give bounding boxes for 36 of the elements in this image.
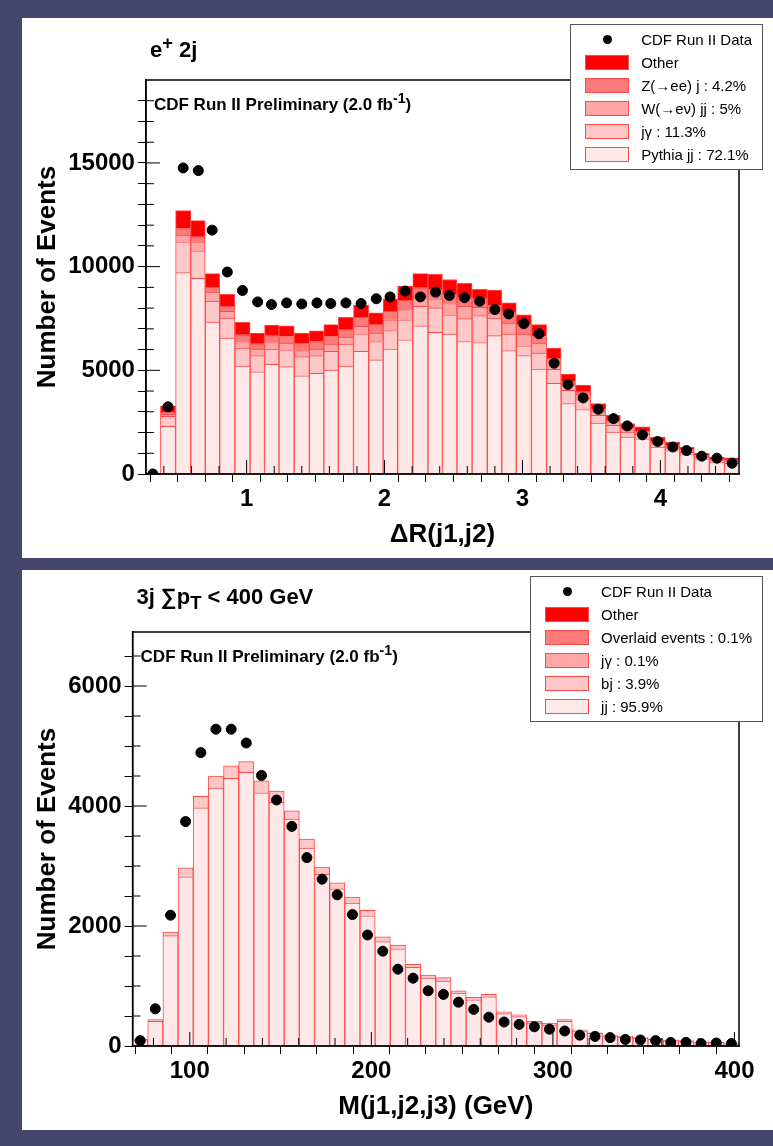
legend-label: CDF Run II Data [601,583,712,600]
annotation: CDF Run II Preliminary (2.0 fb$^{-1}$) [140,642,398,667]
y-tick-label: 4000 [68,790,122,818]
legend-label: W(→eν) jj : 5% [641,100,742,117]
legend-label: jγ : 11.3% [641,123,706,140]
y-tick-label: 2000 [68,910,122,938]
legend-label: jj : 95.9% [601,698,663,715]
legend-label: jγ : 0.1% [601,652,659,669]
legend-label: bj : 3.9% [601,675,660,692]
x-tick-label: 2 [377,484,392,512]
y-tick-label: 0 [121,458,135,486]
y-tick-label: 6000 [68,670,122,698]
y-tick-label: 10000 [68,251,135,279]
legend-label: Other [601,606,639,623]
legend-label: Overlaid events : 0.1% [601,629,752,646]
y-tick-label: 0 [108,1030,122,1058]
chart-title: 3j ∑p$_{T}$ < 400 GeV [136,584,314,615]
annotation: CDF Run II Preliminary (2.0 fb$^{-1}$) [153,90,412,115]
x-tick-label: 200 [351,1056,392,1084]
y-axis-title: Number of Events [30,165,61,389]
legend-label: CDF Run II Data [641,31,752,48]
x-tick-label: 100 [169,1056,210,1084]
x-tick-label: 3 [515,484,530,512]
x-tick-label: 300 [532,1056,573,1084]
legend-label: Other [641,54,679,71]
x-axis-title: ΔR(j1,j2) [389,517,496,548]
legend-label: Pythia jj : 72.1% [641,146,749,163]
y-tick-label: 5000 [81,354,135,382]
y-axis-title: Number of Events [30,727,61,951]
x-tick-label: 4 [653,484,668,512]
x-tick-label: 400 [714,1056,755,1084]
x-axis-title: M(j1,j2,j3) (GeV) [338,1089,534,1120]
chart-title: e$^{+}$ 2j [149,32,198,64]
x-tick-label: 1 [239,484,254,512]
legend-label: Z(→ee) j : 4.2% [641,77,747,94]
y-tick-label: 15000 [68,147,135,175]
